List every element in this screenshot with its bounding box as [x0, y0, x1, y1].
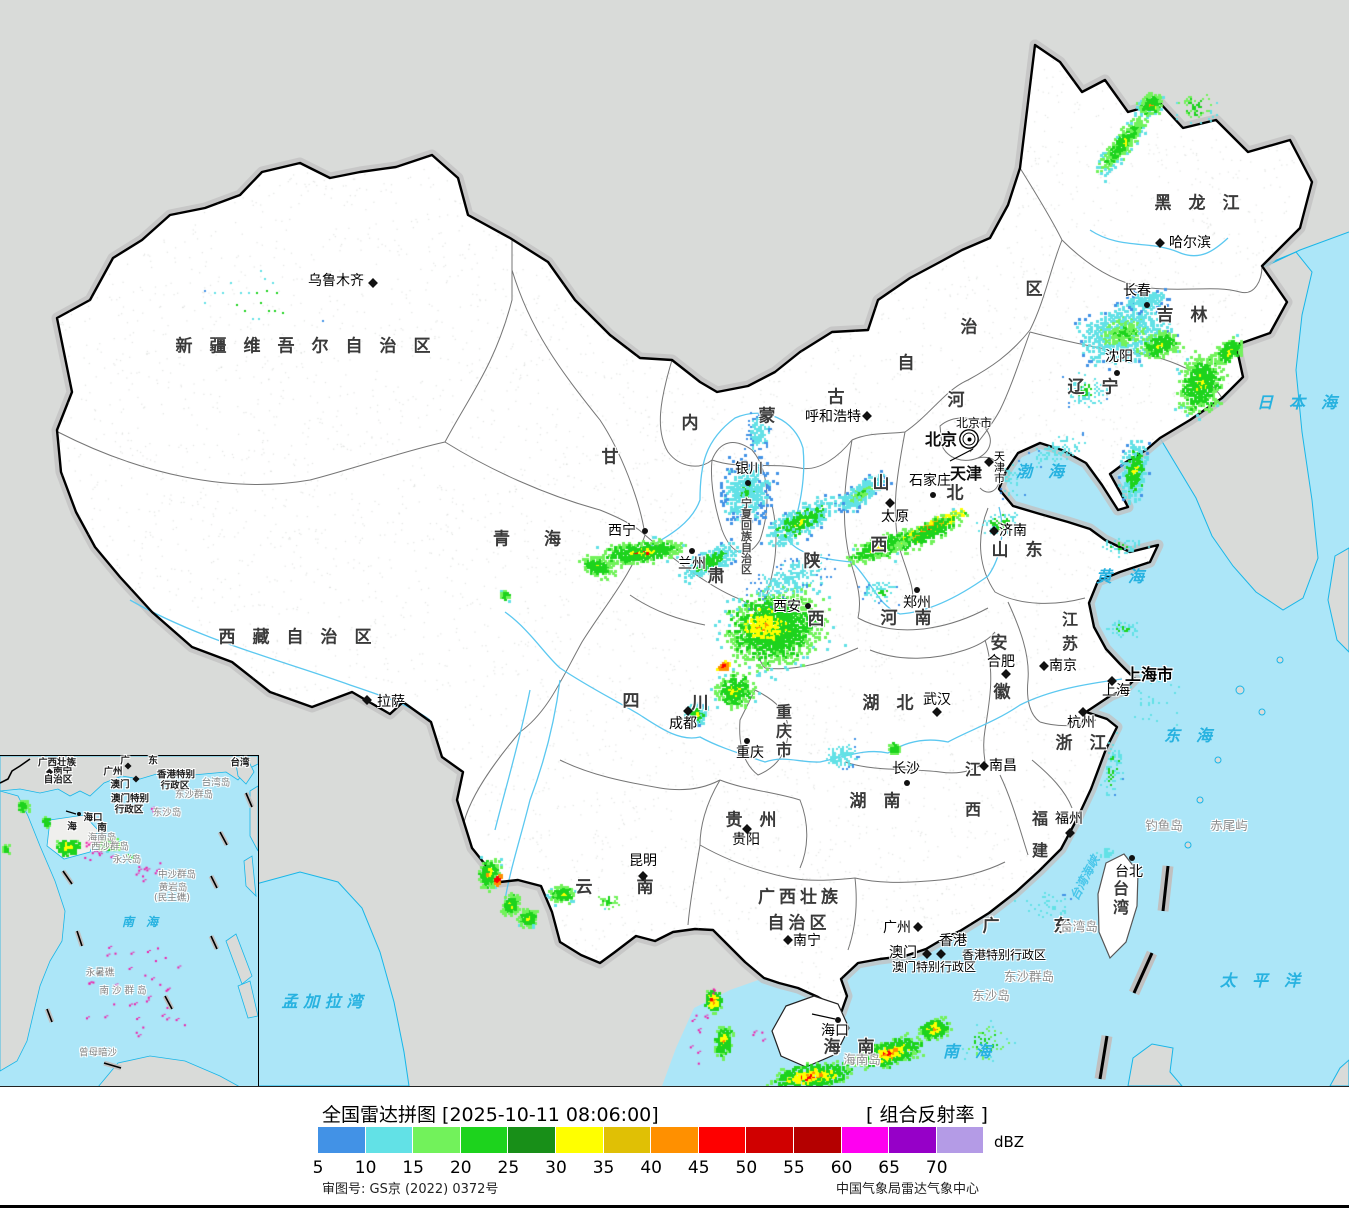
dbz-color-block: 35 [593, 1127, 652, 1178]
map-title: 全国雷达拼图 [2025-10-11 08:06:00] [322, 1104, 659, 1126]
dbz-color-block: 70 [926, 1127, 985, 1178]
dbz-color-block: 45 [688, 1127, 747, 1178]
dbz-tick-label: 15 [402, 1158, 425, 1178]
inset-radar-echo-layer [0, 756, 258, 1087]
south-china-sea-inset [0, 755, 259, 1087]
dbz-tick-label: 30 [545, 1158, 567, 1178]
dbz-color-block: 55 [783, 1127, 842, 1178]
dbz-tick-label: 55 [783, 1158, 805, 1178]
dbz-tick-label: 10 [354, 1158, 377, 1178]
dbz-tick-label: 5 [312, 1158, 324, 1178]
dbz-color-block: 50 [736, 1127, 794, 1178]
dbz-tick-label: 40 [640, 1158, 662, 1178]
dbz-tick-label: 20 [449, 1158, 472, 1178]
dbz-color-block: 30 [545, 1127, 604, 1178]
dbz-tick-label: 25 [497, 1158, 520, 1178]
dbz-tick-label: 45 [687, 1158, 710, 1178]
map-bottom-divider [0, 1086, 1349, 1087]
dbz-color-block: 40 [640, 1127, 699, 1178]
product-name: [ 组合反射率 ] [866, 1104, 988, 1126]
dbz-color-block: 20 [450, 1127, 509, 1178]
dbz-color-block: 25 [498, 1127, 556, 1178]
dbz-tick-label: 35 [592, 1158, 615, 1178]
dbz-color-block: 15 [402, 1127, 461, 1178]
dbz-unit-label: dBZ [994, 1133, 1025, 1151]
dbz-tick-label: 65 [878, 1158, 900, 1178]
dbz-tick-label: 60 [830, 1158, 853, 1178]
dbz-color-scale: 5 10 15 20 25 30 35 40 45 50 55 60 65 70 [313, 1127, 985, 1178]
dbz-tick-label: 50 [735, 1158, 758, 1178]
agency-credit: 中国气象局雷达气象中心 [836, 1182, 980, 1197]
dbz-color-block: 10 [355, 1127, 414, 1178]
map-approval-number: 审图号: GS京 (2022) 0372号 [322, 1182, 499, 1197]
dbz-color-block: 5 [313, 1127, 366, 1178]
legend-panel: 全国雷达拼图 [2025-10-11 08:06:00] [ 组合反射率 ] 5… [0, 1087, 1349, 1205]
dbz-tick-label: 70 [925, 1158, 948, 1178]
dbz-color-block: 65 [878, 1127, 937, 1178]
dbz-color-block: 60 [831, 1127, 890, 1178]
